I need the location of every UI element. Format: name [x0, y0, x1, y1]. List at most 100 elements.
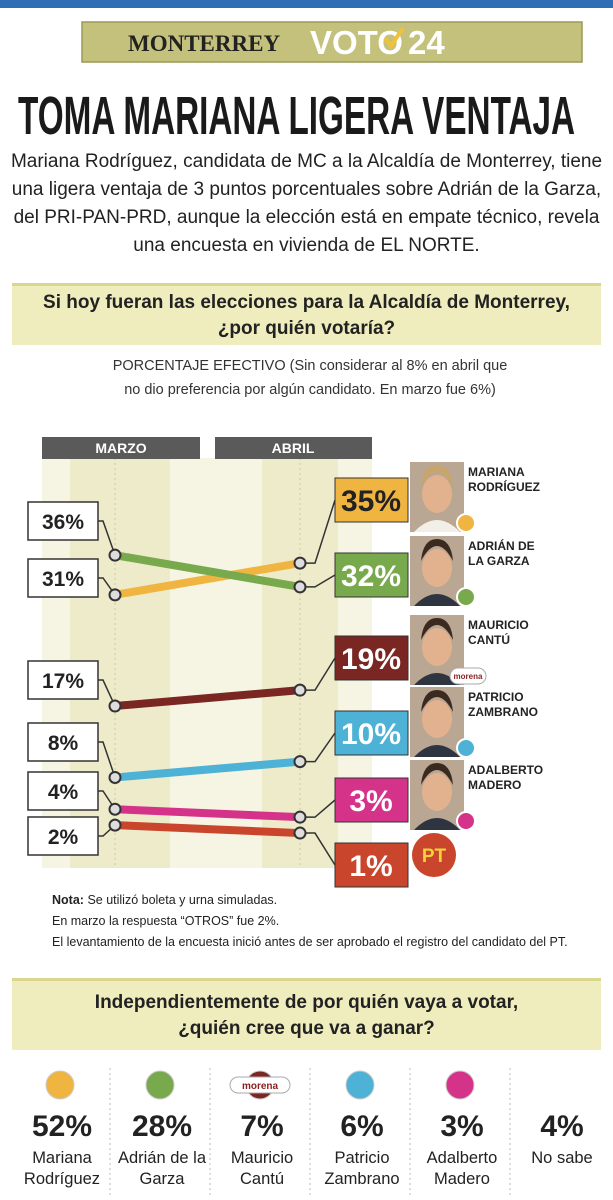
party-logo — [229, 1076, 291, 1094]
candidate-name: MARIANA RODRÍGUEZ — [468, 465, 540, 494]
stat-column: 7% Mauricio Cantú — [212, 1060, 312, 1190]
note-line: Nota: Se utilizó boleta y urna simuladas… — [52, 890, 592, 911]
note-label: Nota: — [52, 893, 84, 907]
april-label: 35% — [341, 485, 401, 518]
march-label-box — [27, 660, 99, 700]
stat-name: Patricio Zambrano — [324, 1149, 400, 1188]
point — [108, 588, 122, 602]
party-name: PT — [422, 846, 447, 867]
stat-column: 6% Patricio Zambrano — [312, 1060, 412, 1190]
point — [293, 580, 307, 594]
series-line — [111, 805, 304, 822]
photo-body — [414, 520, 460, 532]
candidate-name: ADRIÁN DE LA GARZA — [468, 539, 535, 568]
chart-subtitle: PORCENTAJE EFECTIVO (Sin considerar al 8… — [112, 358, 508, 398]
photo-body — [414, 818, 460, 830]
party-logo — [412, 833, 456, 877]
candidate-name: ADALBERTO MADERO — [468, 763, 544, 792]
photo-face — [422, 773, 452, 811]
party-name: morena — [242, 1081, 279, 1092]
april-label-box — [334, 477, 409, 523]
march-label: 17% — [42, 670, 84, 693]
header-city: MONTERREY — [128, 31, 280, 56]
march-label-box — [27, 722, 99, 762]
point — [108, 699, 122, 713]
series-line — [111, 551, 304, 591]
april-label-box — [334, 777, 409, 823]
leader-line — [98, 577, 116, 596]
stat-column: 52% Mariana Rodríguez — [12, 1060, 112, 1190]
april-label-box — [334, 552, 409, 598]
point — [108, 802, 122, 816]
party-logo — [449, 667, 487, 685]
candidate-name: MAURICIO CANTÚ — [468, 618, 529, 647]
note-text: En marzo la respuesta “OTROS” fue 2%. — [52, 914, 280, 928]
stat-name: Mauricio Cantú — [230, 1149, 294, 1188]
march-label-box — [27, 558, 99, 598]
photo-hair — [421, 618, 453, 640]
photo-face — [422, 475, 452, 513]
march-label: 31% — [42, 568, 84, 591]
april-label-box — [334, 710, 409, 756]
photo-body — [414, 673, 460, 685]
stat-column: 4% No sabe — [512, 1060, 612, 1169]
point — [108, 818, 122, 832]
leader-line — [98, 520, 116, 556]
point — [293, 755, 307, 769]
stat-name: Adalberto Madero — [426, 1149, 498, 1188]
stat-name: Adrián de la Garza — [117, 1149, 207, 1188]
photo-face — [422, 700, 452, 738]
headline: TOMA MARIANA LIGERA VENTAJA — [18, 86, 575, 146]
top-bar — [0, 0, 613, 8]
party-name: morena — [454, 672, 483, 681]
march-label-box — [27, 501, 99, 541]
point — [293, 810, 307, 824]
stat-column: 28% Adrián de la Garza — [112, 1060, 212, 1190]
question: Independientemente de por quién vaya a v… — [12, 978, 601, 1050]
leader-line — [98, 741, 116, 778]
stat-column: 3% Adalberto Madero — [412, 1060, 512, 1190]
stat-value: 52% — [31, 1110, 93, 1143]
april-label: 10% — [341, 718, 401, 751]
stat-value: 6% — [340, 1110, 384, 1143]
party-logo — [445, 1070, 475, 1100]
note-text: El levantamiento de la encuesta inició a… — [52, 935, 568, 949]
april-label: 1% — [349, 850, 392, 883]
party-logo — [456, 811, 476, 831]
stat-value: 28% — [131, 1110, 193, 1143]
stat-value: 4% — [540, 1110, 584, 1143]
stat-value: 7% — [240, 1110, 284, 1143]
stat-name: No sabe — [531, 1149, 593, 1167]
candidate-name: PATRICIO ZAMBRANO — [468, 690, 538, 719]
point — [293, 683, 307, 697]
notes: Nota: Se utilizó boleta y urna simuladas… — [52, 890, 592, 953]
series-line — [111, 757, 304, 782]
leader-line — [98, 790, 116, 810]
question: Si hoy fueran las elecciones para la Alc… — [12, 283, 601, 345]
point — [108, 770, 122, 784]
photo-body — [414, 594, 460, 606]
column-label: ABRIL — [272, 440, 315, 456]
series-line — [111, 559, 304, 599]
photo-face — [422, 549, 452, 587]
column-label: MARZO — [95, 440, 146, 456]
march-label: 36% — [42, 511, 84, 534]
photo-face — [422, 628, 452, 666]
march-label-box — [27, 816, 99, 856]
april-label: 19% — [341, 643, 401, 676]
point — [293, 826, 307, 840]
series-line — [111, 686, 304, 711]
party-logo — [456, 513, 476, 533]
april-label-box — [334, 635, 409, 681]
party-logo — [345, 1070, 375, 1100]
logo-check — [383, 26, 405, 50]
photo-hair — [421, 465, 453, 487]
march-label: 8% — [48, 732, 79, 755]
photo-body — [414, 745, 460, 757]
stat-name: Mariana Rodríguez — [23, 1149, 101, 1188]
column-header — [42, 437, 200, 459]
photo-hair — [421, 539, 453, 561]
note-text: Se utilizó boleta y urna simuladas. — [87, 893, 278, 907]
